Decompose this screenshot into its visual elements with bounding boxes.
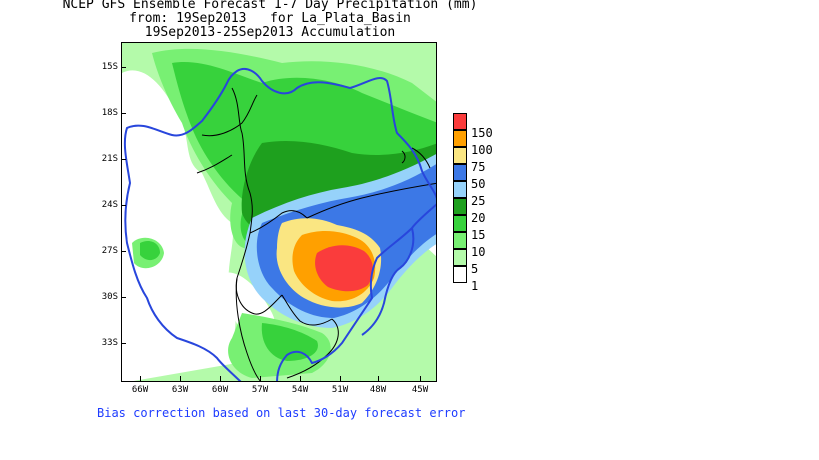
precip-shade-10mm-west [140, 241, 160, 261]
x-tick-label: 60W [211, 385, 229, 395]
y-tick-label: 27S [101, 246, 118, 256]
legend-label: 150 [471, 126, 493, 140]
x-tick-label: 57W [251, 385, 269, 395]
y-tick-label: 24S [101, 200, 118, 210]
legend-label: 20 [471, 211, 486, 225]
legend-label: 25 [471, 194, 486, 208]
x-tick-mark [420, 376, 421, 381]
precip-shade-100mm [315, 245, 373, 292]
chart-subtitle-run: from: 19Sep2013 for La_Plata_Basin [129, 11, 411, 26]
legend-label: 50 [471, 177, 486, 191]
y-tick-label: 18S [101, 108, 118, 118]
y-tick-mark [121, 159, 126, 160]
x-tick-mark [180, 376, 181, 381]
x-tick-mark [260, 376, 261, 381]
y-tick-label: 33S [101, 338, 118, 348]
legend-label: 75 [471, 160, 486, 174]
legend-swatch-20 [453, 198, 467, 215]
y-tick-label: 15S [101, 62, 118, 72]
legend-swatch-25 [453, 181, 467, 198]
x-tick-label: 51W [331, 385, 349, 395]
legend-label: 1 [471, 279, 479, 293]
x-tick-label: 54W [291, 385, 309, 395]
y-tick-mark [121, 205, 126, 206]
precipitation-map [121, 42, 437, 382]
y-tick-label: 30S [101, 292, 118, 302]
basin-outline [123, 67, 436, 381]
x-tick-label: 45W [411, 385, 429, 395]
bias-correction-note: Bias correction based on last 30-day for… [97, 406, 466, 420]
y-tick-mark [121, 67, 126, 68]
y-tick-mark [121, 343, 126, 344]
x-tick-label: 66W [131, 385, 149, 395]
legend-swatch-10 [453, 232, 467, 249]
precip-shade-10mm-south [261, 323, 318, 361]
y-tick-mark [121, 251, 126, 252]
legend-swatch-1 [453, 266, 467, 283]
chart-subtitle-period: 19Sep2013-25Sep2013 Accumulation [144, 25, 396, 40]
y-tick-label: 21S [101, 154, 118, 164]
legend-label: 5 [471, 262, 479, 276]
precipitation-map-svg [122, 43, 436, 381]
legend-swatch-5 [453, 249, 467, 266]
x-tick-mark [300, 376, 301, 381]
x-tick-mark [140, 376, 141, 381]
x-tick-mark [340, 376, 341, 381]
legend-swatch-100 [453, 130, 467, 147]
y-tick-mark [121, 113, 126, 114]
chart-title: NCEP GFS Ensemble Forecast 1-7 Day Preci… [62, 0, 478, 12]
legend-label: 15 [471, 228, 486, 242]
y-tick-mark [121, 297, 126, 298]
country-borders [196, 87, 436, 381]
precip-dry-west [122, 70, 237, 381]
legend-swatch-150 [453, 113, 467, 130]
x-tick-label: 63W [171, 385, 189, 395]
legend-label: 100 [471, 143, 493, 157]
x-tick-label: 48W [369, 385, 387, 395]
x-tick-mark [378, 376, 379, 381]
x-tick-mark [220, 376, 221, 381]
basin-coast-east [361, 227, 415, 336]
legend-label: 10 [471, 245, 486, 259]
legend-swatch-50 [453, 164, 467, 181]
legend-swatch-15 [453, 215, 467, 232]
legend-swatch-75 [453, 147, 467, 164]
